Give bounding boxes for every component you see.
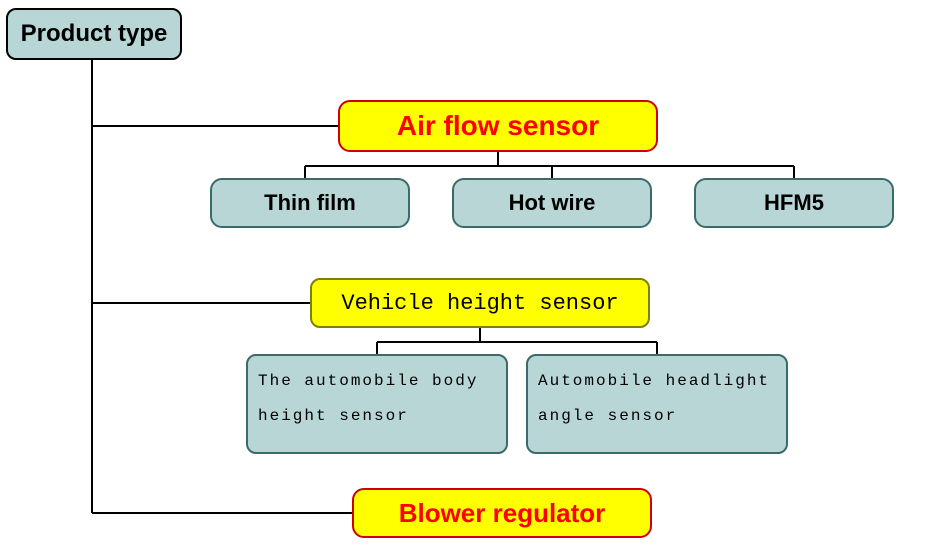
node-label: Automobile headlight angle sensor [538,364,776,434]
node-body-height-sensor: The automobile body height sensor [246,354,508,454]
node-label: Hot wire [509,190,596,216]
node-label: HFM5 [764,190,824,216]
node-thin-film: Thin film [210,178,410,228]
node-label: Product type [21,20,168,48]
node-air-flow-sensor: Air flow sensor [338,100,658,152]
node-label: Thin film [264,190,356,216]
node-product-type: Product type [6,8,182,60]
node-label: Vehicle height sensor [341,291,618,316]
node-label: Air flow sensor [397,110,599,142]
node-label: The automobile body height sensor [258,364,496,434]
node-blower-regulator: Blower regulator [352,488,652,538]
node-hot-wire: Hot wire [452,178,652,228]
node-label: Blower regulator [399,498,606,529]
node-hfm5: HFM5 [694,178,894,228]
node-headlight-angle-sensor: Automobile headlight angle sensor [526,354,788,454]
node-vehicle-height-sensor: Vehicle height sensor [310,278,650,328]
